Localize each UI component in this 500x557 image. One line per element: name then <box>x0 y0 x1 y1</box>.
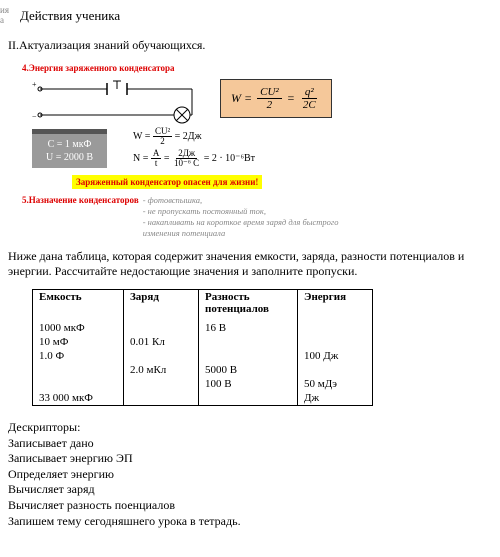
table-row: 10 мФ 0.01 Кл <box>33 335 373 349</box>
item5-row: 5.Назначение конденсаторов - фотовспышка… <box>22 195 492 239</box>
circuit-row: + − W = CU²2 = q²2C <box>32 79 492 125</box>
svg-text:+: + <box>32 80 37 89</box>
table-header: Емкость <box>33 289 124 321</box>
table-row: 100 В 50 мДэ <box>33 377 373 391</box>
warning-label: Заряженный конденсатор опасен для жизни! <box>72 175 262 189</box>
descriptor-line: Записывает дано <box>8 436 492 452</box>
capacitor-u: U = 2000 В <box>46 151 93 164</box>
table-row: 33 000 мкФ Дж <box>33 391 373 406</box>
section-heading: II.Актуализация знаний обучающихся. <box>8 38 492 53</box>
descriptors-block: Дескрипторы: Записывает дано Записывает … <box>8 420 492 529</box>
item5-notes: - фотовспышка, - не пропускать постоянны… <box>143 195 339 239</box>
final-line: Запишем тему сегодняшнего урока в тетрад… <box>8 514 492 530</box>
descriptor-line: Вычисляет заряд <box>8 482 492 498</box>
page-title: Действия ученика <box>20 8 492 24</box>
data-table: Емкость Заряд Разность потенциалов Энерг… <box>32 289 373 406</box>
descriptors-title: Дескрипторы: <box>8 420 492 436</box>
table-row: 1.0 Ф 100 Дж <box>33 349 373 363</box>
table-header: Заряд <box>124 289 199 321</box>
capacitor-c: С = 1 мкФ <box>46 138 93 151</box>
item5-title: 5.Назначение конденсаторов <box>22 195 139 239</box>
table-header: Разность потенциалов <box>199 289 298 321</box>
table-intro: Ниже дана таблица, которая содержит знач… <box>8 249 492 279</box>
table-row: 2.0 мКл 5000 В <box>33 363 373 377</box>
table-row: 1000 мкФ 16 В <box>33 321 373 335</box>
svg-text:−: − <box>32 112 37 121</box>
energy-formula-box: W = CU²2 = q²2C <box>220 79 332 118</box>
table-header: Энергия <box>298 289 373 321</box>
margin-fragment: ия а <box>0 6 9 26</box>
descriptor-line: Записывает энергию ЭП <box>8 451 492 467</box>
calculation-area: W = CU²2 = 2Дж N = At = 2Дж10⁻⁶ С = 2 · … <box>133 127 255 169</box>
capacitor-block: С = 1 мкФ U = 2000 В <box>32 129 107 168</box>
descriptor-line: Определяет энергию <box>8 467 492 483</box>
circuit-diagram: + − <box>32 79 202 125</box>
descriptor-line: Вычисляет разность поенциалов <box>8 498 492 514</box>
item4-title: 4.Энергия заряженного конденсатора <box>22 63 492 73</box>
